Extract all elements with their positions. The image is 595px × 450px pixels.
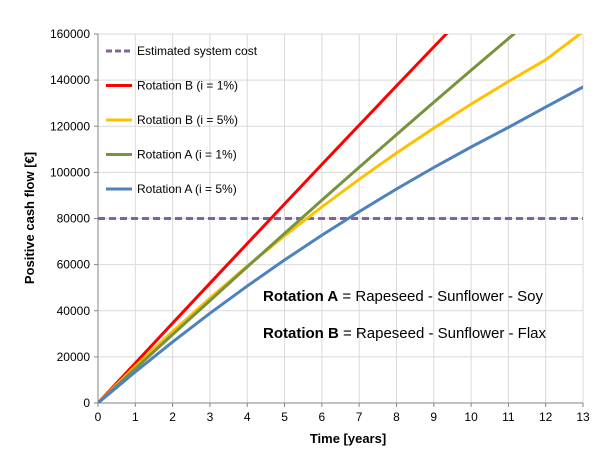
x-tick-label: 9 bbox=[430, 410, 437, 424]
x-tick-label: 5 bbox=[281, 410, 288, 424]
x-tick-label: 6 bbox=[319, 410, 326, 424]
series-line-1 bbox=[98, 34, 449, 403]
y-tick-label: 20000 bbox=[57, 350, 91, 364]
annotation-text-1: = Rapeseed - Sunflower - Flax bbox=[339, 325, 547, 342]
x-tick-label: 13 bbox=[576, 410, 590, 424]
y-tick-label: 120000 bbox=[50, 119, 90, 133]
series-lines bbox=[98, 34, 583, 403]
y-tick-label: 60000 bbox=[57, 258, 91, 272]
x-tick-label: 12 bbox=[539, 410, 553, 424]
annotation-bold-0: Rotation A bbox=[263, 288, 338, 305]
y-tick-label: 160000 bbox=[50, 27, 90, 41]
tick-labels: 0 20000 40000 60000 80000 100000 120000 140000 1… bbox=[50, 27, 590, 424]
x-tick-label: 7 bbox=[356, 410, 363, 424]
annotation-1: Rotation B = Rapeseed - Sunflower - Flax bbox=[263, 325, 547, 342]
y-tick-label: 0 bbox=[83, 396, 90, 410]
x-tick-label: 8 bbox=[393, 410, 400, 424]
x-tick-label: 4 bbox=[244, 410, 251, 424]
series-line-2 bbox=[98, 34, 583, 403]
annotation-text-0: = Rapeseed - Sunflower - Soy bbox=[338, 288, 543, 305]
x-axis-title: Time [years] bbox=[310, 431, 386, 446]
x-tick-label: 11 bbox=[502, 410, 515, 424]
y-tick-label: 40000 bbox=[57, 304, 91, 318]
x-tick-label: 10 bbox=[464, 410, 478, 424]
legend-label-2: Rotation B (i = 5%) bbox=[137, 113, 238, 127]
y-tick-label: 100000 bbox=[50, 165, 90, 179]
series-line-4 bbox=[98, 85, 583, 403]
x-tick-label: 0 bbox=[95, 410, 102, 424]
annotation-0: Rotation A = Rapeseed - Sunflower - Soy bbox=[263, 288, 543, 305]
y-tick-label: 80000 bbox=[57, 212, 91, 226]
annotation-bold-1: Rotation B bbox=[263, 325, 339, 342]
series-line-3 bbox=[98, 34, 516, 403]
x-tick-label: 3 bbox=[207, 410, 214, 424]
legend-label-4: Rotation A (i = 5%) bbox=[137, 182, 237, 196]
x-tick-label: 2 bbox=[169, 410, 176, 424]
y-tick-label: 140000 bbox=[50, 73, 90, 87]
annotations: Rotation A = Rapeseed - Sunflower - SoyR… bbox=[263, 288, 547, 342]
legend-label-1: Rotation B (i = 1%) bbox=[137, 79, 238, 93]
legend-label-0: Estimated system cost bbox=[137, 44, 258, 58]
x-tick-label: 1 bbox=[132, 410, 139, 424]
legend: Estimated system cost Rotation B (i = 1%)… bbox=[106, 44, 258, 196]
y-axis-title: Positive cash flow [€] bbox=[22, 152, 37, 284]
legend-label-3: Rotation A (i = 1%) bbox=[137, 148, 237, 162]
